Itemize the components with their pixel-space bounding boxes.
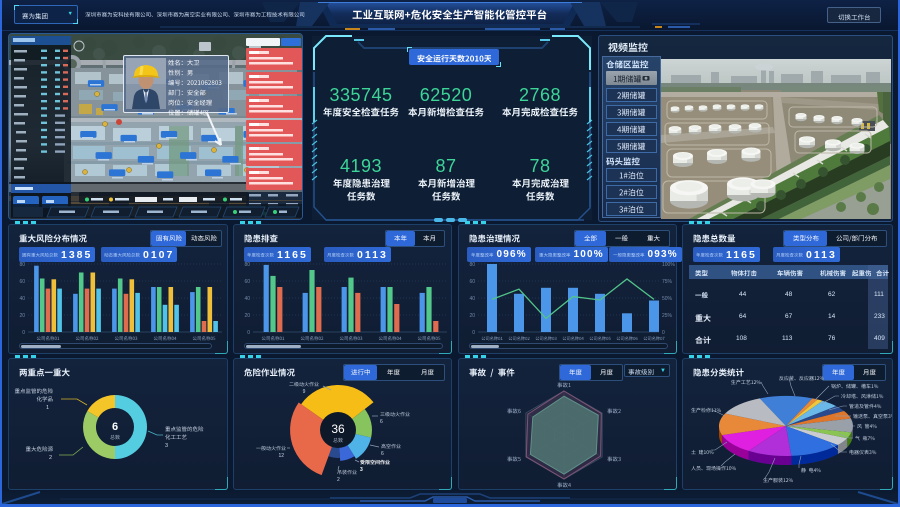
svg-text:2: 2	[49, 455, 52, 461]
svg-text:40: 40	[19, 296, 25, 302]
svg-text:2: 2	[337, 477, 340, 483]
svg-text:40: 40	[469, 296, 475, 302]
svg-text:40: 40	[244, 296, 250, 302]
svg-text:100%: 100%	[662, 262, 675, 268]
svg-text:0: 0	[472, 330, 475, 336]
svg-text:1: 1	[46, 405, 49, 411]
svg-text:6: 6	[112, 421, 118, 433]
svg-text:60: 60	[469, 279, 475, 285]
svg-text:6: 6	[381, 451, 384, 457]
svg-text:80: 80	[19, 262, 25, 268]
svg-text:25%: 25%	[662, 313, 673, 319]
svg-text:36: 36	[331, 422, 345, 436]
svg-text:75%: 75%	[662, 279, 673, 285]
svg-text:20: 20	[244, 313, 250, 319]
svg-text:3: 3	[360, 467, 363, 473]
svg-text:20: 20	[469, 313, 475, 319]
svg-text:12: 12	[278, 453, 284, 459]
svg-text:80: 80	[469, 262, 475, 268]
svg-text:60: 60	[19, 279, 25, 285]
svg-text:60: 60	[244, 279, 250, 285]
svg-text:80: 80	[244, 262, 250, 268]
svg-text:3: 3	[165, 443, 168, 449]
svg-text:20: 20	[19, 313, 25, 319]
svg-text:50%: 50%	[662, 296, 673, 302]
svg-text:0: 0	[247, 330, 250, 336]
svg-text:9: 9	[303, 389, 306, 395]
svg-text:0: 0	[662, 330, 665, 336]
svg-text:6: 6	[380, 419, 383, 425]
svg-text:0: 0	[22, 330, 25, 336]
